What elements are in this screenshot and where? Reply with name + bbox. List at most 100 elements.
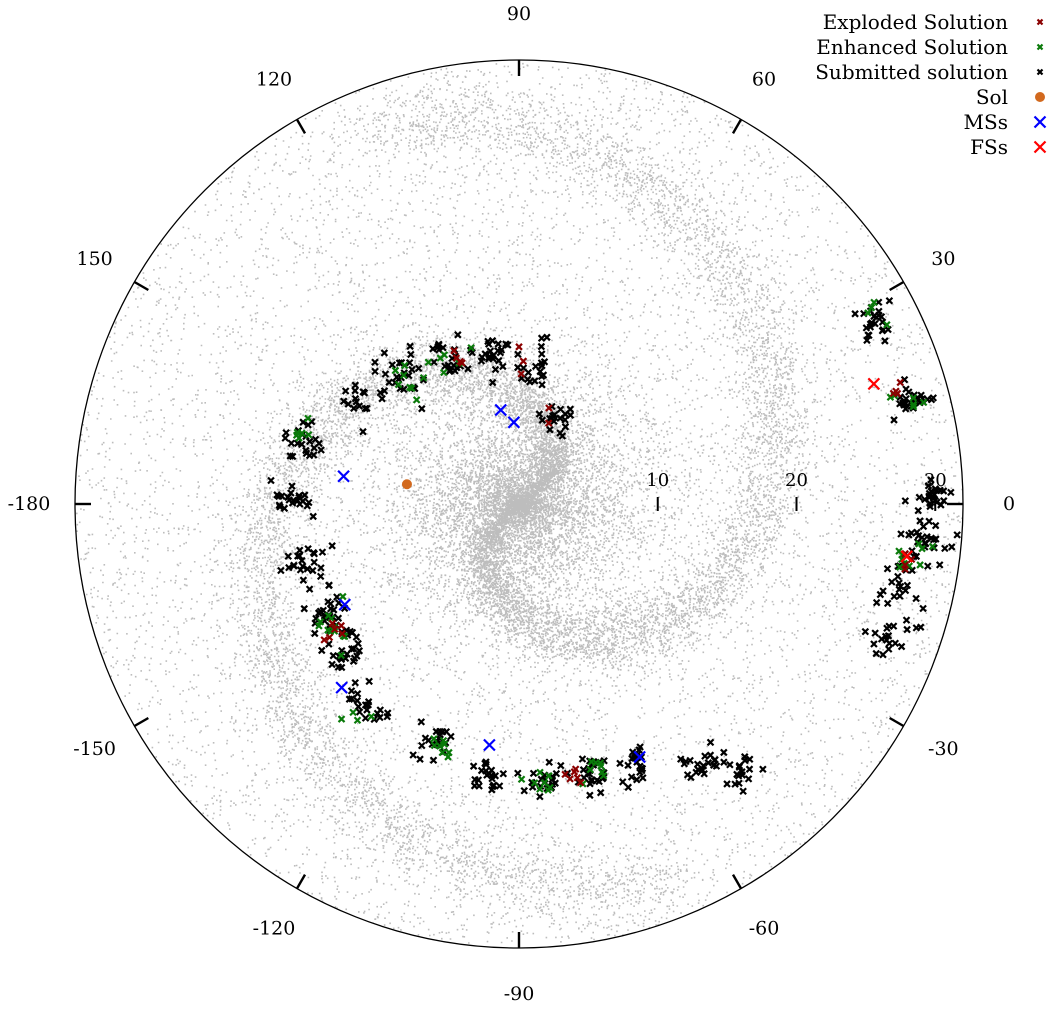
angular-tick-label: 30 — [931, 248, 955, 270]
point-submitted-solution — [863, 336, 871, 345]
point-submitted-solution — [418, 404, 426, 413]
point-submitted-solution — [566, 411, 575, 419]
point-submitted-solution — [739, 787, 747, 796]
point-submitted-solution — [636, 768, 644, 777]
point-enhanced-solution — [419, 373, 428, 382]
point-submitted-solution — [324, 597, 332, 606]
point-submitted-solution — [376, 713, 384, 722]
angular-tick-mark — [731, 874, 743, 890]
point-exploded-solution — [545, 404, 553, 412]
point-enhanced-solution — [438, 748, 447, 757]
point-enhanced-solution — [293, 428, 302, 437]
radial-tick-label: 10 — [646, 470, 669, 491]
point-submitted-solution — [898, 399, 907, 407]
point-submitted-solution — [380, 349, 389, 357]
angular-tick-label: 150 — [77, 248, 113, 270]
series-exploded-solution — [320, 343, 916, 787]
angular-tick-label: -150 — [73, 738, 116, 760]
point-submitted-solution — [371, 367, 379, 376]
point-submitted-solution — [317, 446, 325, 454]
point-exploded-solution — [517, 370, 525, 378]
point-mss — [338, 598, 352, 611]
point-submitted-solution — [851, 310, 859, 318]
point-submitted-solution — [407, 350, 415, 359]
point-submitted-solution — [704, 759, 713, 767]
point-submitted-solution — [953, 531, 961, 539]
point-submitted-solution — [339, 397, 348, 406]
point-submitted-solution — [276, 503, 284, 511]
point-exploded-solution — [544, 419, 553, 427]
point-submitted-solution — [310, 558, 318, 567]
point-submitted-solution — [759, 765, 767, 774]
point-submitted-solution — [378, 394, 386, 403]
point-submitted-solution — [890, 416, 898, 424]
point-submitted-solution — [706, 751, 715, 759]
point-submitted-solution — [883, 599, 892, 608]
point-exploded-solution — [450, 346, 458, 355]
point-submitted-solution — [305, 585, 314, 593]
point-enhanced-solution — [864, 309, 872, 317]
point-enhanced-solution — [909, 400, 918, 409]
point-mss — [507, 416, 521, 429]
point-submitted-solution — [738, 771, 747, 779]
point-submitted-solution — [305, 451, 314, 460]
point-submitted-solution — [885, 639, 894, 648]
angular-tick-label: -90 — [504, 983, 535, 1005]
point-submitted-solution — [875, 311, 883, 320]
point-exploded-solution — [320, 636, 328, 644]
point-submitted-solution — [417, 718, 426, 726]
point-exploded-solution — [452, 354, 461, 362]
point-submitted-solution — [941, 544, 949, 553]
point-submitted-solution — [538, 361, 546, 370]
point-submitted-solution — [538, 381, 546, 389]
point-exploded-solution — [901, 561, 909, 569]
point-submitted-solution — [408, 365, 416, 374]
point-submitted-solution — [488, 786, 496, 794]
point-fss — [900, 550, 914, 563]
point-submitted-solution — [347, 645, 356, 653]
point-submitted-solution — [304, 421, 312, 429]
point-submitted-solution — [627, 773, 636, 781]
point-submitted-solution — [454, 331, 462, 339]
point-submitted-solution — [311, 435, 320, 444]
point-submitted-solution — [919, 522, 928, 531]
angular-tick-label: -30 — [928, 738, 959, 760]
point-submitted-solution — [720, 758, 728, 766]
angular-tick-label: 90 — [507, 3, 531, 25]
point-enhanced-solution — [304, 430, 313, 439]
point-submitted-solution — [879, 587, 887, 595]
point-submitted-solution — [586, 791, 594, 800]
point-submitted-solution — [406, 342, 414, 351]
point-submitted-solution — [902, 616, 911, 624]
point-submitted-solution — [334, 614, 343, 623]
point-submitted-solution — [484, 340, 493, 348]
point-submitted-solution — [309, 512, 317, 521]
point-submitted-solution — [726, 760, 734, 769]
point-enhanced-solution — [536, 768, 544, 777]
point-submitted-solution — [862, 324, 871, 332]
point-submitted-solution — [927, 476, 935, 484]
point-submitted-solution — [546, 425, 554, 434]
point-submitted-solution — [464, 365, 472, 373]
point-exploded-solution — [896, 378, 905, 387]
point-submitted-solution — [469, 762, 478, 770]
point-submitted-solution — [424, 736, 433, 745]
point-enhanced-solution — [540, 778, 549, 787]
point-submitted-solution — [418, 741, 426, 750]
point-submitted-solution — [299, 576, 308, 584]
point-submitted-solution — [449, 361, 458, 370]
point-submitted-solution — [885, 622, 893, 631]
point-enhanced-solution — [530, 779, 539, 787]
point-submitted-solution — [524, 368, 533, 377]
point-submitted-solution — [947, 543, 956, 551]
point-enhanced-solution — [349, 708, 357, 717]
point-enhanced-solution — [430, 741, 439, 750]
radial-ticks: 10 20 30 — [646, 470, 947, 511]
point-submitted-solution — [348, 628, 357, 637]
point-submitted-solution — [333, 593, 341, 601]
point-submitted-solution — [344, 400, 353, 408]
point-exploded-solution — [337, 621, 346, 630]
point-submitted-solution — [314, 609, 323, 617]
point-submitted-solution — [897, 530, 905, 538]
point-submitted-solution — [891, 639, 900, 648]
